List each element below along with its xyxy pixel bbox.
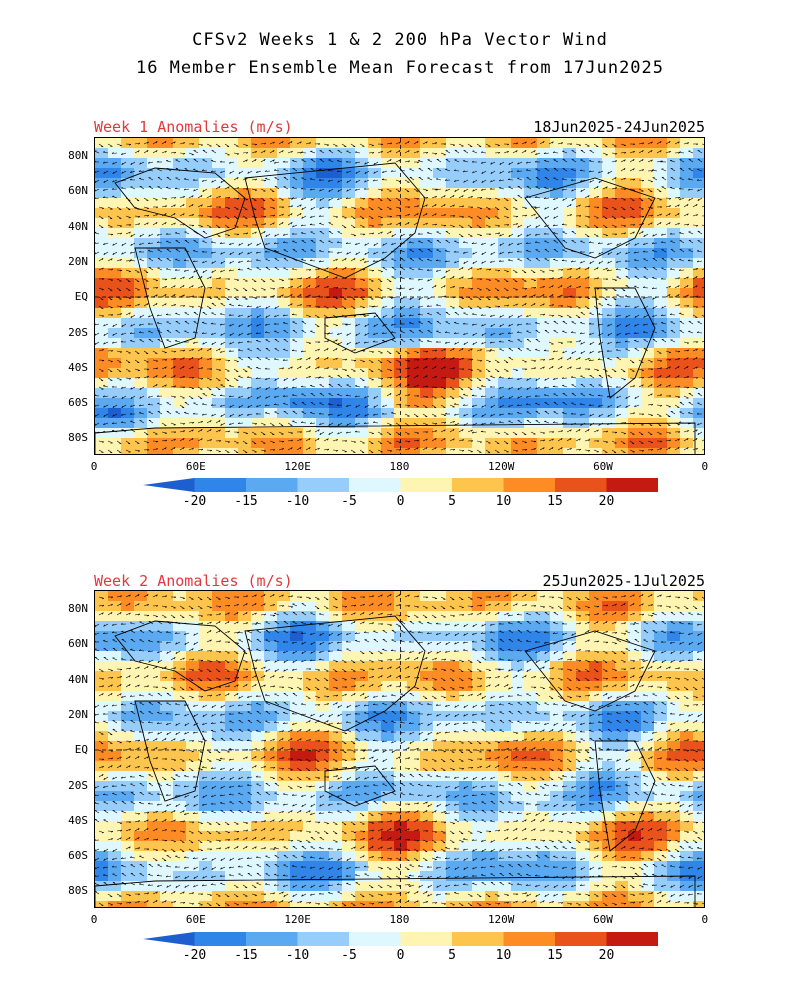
colorbar-segment bbox=[246, 932, 298, 946]
week1-wind-anomaly-field bbox=[95, 138, 704, 454]
lat-tick-label: 80S bbox=[68, 431, 88, 445]
lon-tick-label: 60E bbox=[185, 913, 206, 926]
lat-tick-label: 60S bbox=[68, 849, 88, 863]
colorbar-segment bbox=[400, 932, 452, 946]
colorbar-tick-label: 10 bbox=[495, 948, 512, 963]
colorbar-tick-label: 20 bbox=[598, 948, 615, 963]
colorbar-segment bbox=[143, 932, 195, 946]
lat-tick-label: 40N bbox=[68, 672, 88, 686]
lat-tick-label: 60N bbox=[68, 184, 88, 198]
lat-tick-label: 80N bbox=[68, 602, 88, 615]
colorbar-segment bbox=[503, 478, 555, 492]
lon-tick-label: 60E bbox=[185, 460, 206, 473]
colorbar-segment bbox=[555, 932, 607, 946]
colorbar-segment bbox=[246, 478, 298, 492]
lon-tick-label: 120E bbox=[284, 460, 311, 473]
colorbar-tick-label: -15 bbox=[234, 494, 258, 509]
lon-tick-label: 60W bbox=[593, 913, 613, 926]
colorbar-segment bbox=[606, 932, 658, 946]
lat-tick-label: EQ bbox=[74, 743, 88, 757]
colorbar-segment bbox=[194, 478, 246, 492]
colorbar-tick-label: -15 bbox=[234, 948, 258, 963]
lat-tick-label: 20S bbox=[68, 778, 88, 792]
colorbar-segment bbox=[297, 932, 349, 946]
colorbar-segment bbox=[349, 932, 401, 946]
colorbar-tick-label: 20 bbox=[598, 494, 615, 509]
lat-tick-label: EQ bbox=[74, 290, 88, 304]
colorbar-tick-label: 0 bbox=[396, 494, 405, 509]
lon-tick-label: 60W bbox=[593, 460, 613, 473]
colorbar-segment bbox=[297, 478, 349, 492]
lon-tick-label: 180 bbox=[389, 913, 410, 926]
colorbar-segment bbox=[194, 932, 246, 946]
lon-tick-label: 0 bbox=[90, 460, 98, 473]
colorbar-tick-label: 15 bbox=[547, 948, 563, 963]
lat-tick-label: 60S bbox=[68, 396, 88, 410]
week2-date-range: 25Jun2025-1Jul2025 bbox=[542, 572, 705, 590]
lat-tick-label: 40N bbox=[68, 219, 88, 233]
colorbar-tick-label: 0 bbox=[396, 948, 405, 963]
lon-tick-label: 0 bbox=[701, 913, 709, 926]
colorbar-segment bbox=[349, 478, 401, 492]
lat-tick-label: 20S bbox=[68, 325, 88, 339]
lon-tick-label: 120E bbox=[284, 913, 311, 926]
colorbar-segment bbox=[452, 478, 504, 492]
colorbar-segment bbox=[503, 932, 555, 946]
figure-title-line-2: 16 Member Ensemble Mean Forecast from 17… bbox=[135, 58, 665, 78]
week2-map bbox=[94, 590, 705, 908]
lat-tick-label: 40S bbox=[68, 360, 88, 374]
colorbar-tick-label: -20 bbox=[182, 948, 207, 963]
colorbar-segment bbox=[555, 478, 607, 492]
lat-tick-label: 60N bbox=[68, 637, 88, 651]
colorbar-tick-label: -20 bbox=[182, 494, 207, 509]
figure-title-line-1: CFSv2 Weeks 1 & 2 200 hPa Vector Wind bbox=[192, 30, 608, 50]
colorbar-tick-label: 15 bbox=[547, 494, 563, 509]
colorbar-tick-label: -5 bbox=[341, 948, 357, 963]
lon-tick-label: 120W bbox=[487, 913, 515, 926]
lat-tick-label: 20N bbox=[68, 707, 88, 721]
lat-tick-label: 80S bbox=[68, 884, 88, 898]
week2-wind-anomaly-field bbox=[95, 591, 704, 907]
lat-tick-label: 80N bbox=[68, 149, 88, 162]
lat-tick-label: 20N bbox=[68, 254, 88, 268]
colorbar-tick-label: 10 bbox=[495, 494, 512, 509]
lon-tick-label: 0 bbox=[701, 460, 709, 473]
colorbar-segment bbox=[452, 932, 504, 946]
colorbar-tick-label: -10 bbox=[285, 948, 310, 963]
week1-panel-label: Week 1 Anomalies (m/s) bbox=[94, 118, 293, 136]
colorbar-segment bbox=[400, 478, 452, 492]
week1-date-range: 18Jun2025-24Jun2025 bbox=[533, 118, 705, 136]
colorbar-segment bbox=[606, 478, 658, 492]
week2-panel-label: Week 2 Anomalies (m/s) bbox=[94, 572, 293, 590]
colorbar-segment bbox=[143, 478, 195, 492]
lon-tick-label: 120W bbox=[487, 460, 515, 473]
colorbar-tick-label: -10 bbox=[285, 494, 310, 509]
lat-tick-label: 40S bbox=[68, 813, 88, 827]
lon-tick-label: 180 bbox=[389, 460, 410, 473]
colorbar-tick-label: -5 bbox=[341, 494, 357, 509]
colorbar-tick-label: 5 bbox=[448, 494, 456, 509]
colorbar-tick-label: 5 bbox=[448, 948, 456, 963]
lon-tick-label: 0 bbox=[90, 913, 98, 926]
week1-map bbox=[94, 137, 705, 455]
